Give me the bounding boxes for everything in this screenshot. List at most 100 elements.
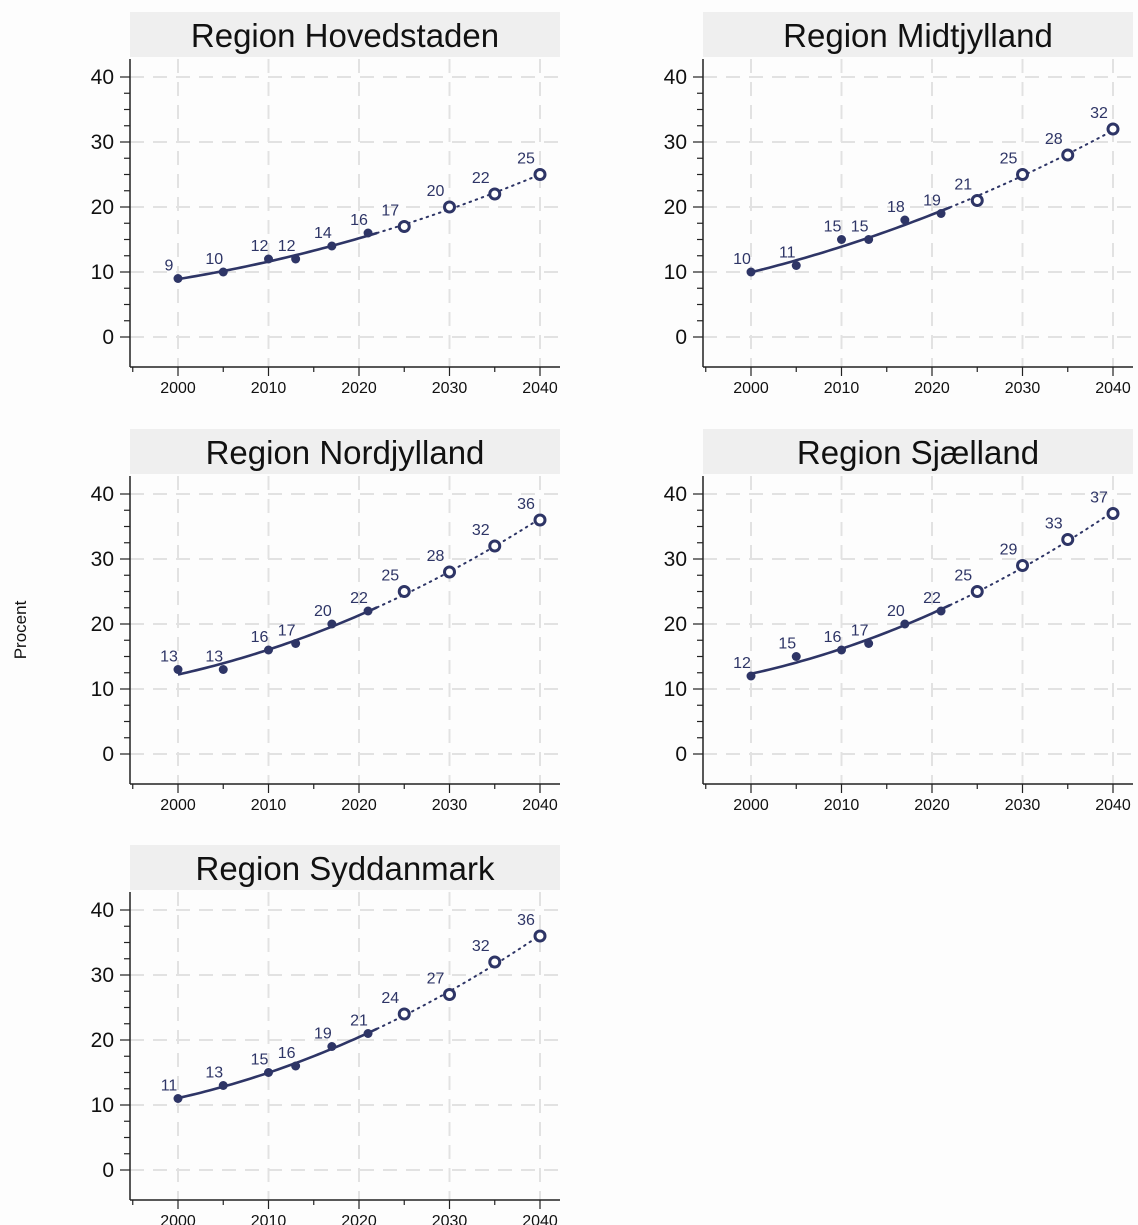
projected-point: [397, 1007, 411, 1021]
data-label: 16: [824, 629, 842, 646]
projected-point: [443, 200, 456, 214]
observed-point: [291, 639, 301, 648]
observed-point: [900, 215, 910, 225]
observed-point: [173, 274, 183, 283]
data-label: 28: [427, 548, 445, 565]
observed-point: [173, 665, 183, 674]
projected-trend-line: [949, 129, 1114, 209]
data-label: 11: [161, 1078, 178, 1095]
projected-point: [443, 565, 456, 579]
projected-point: [443, 988, 456, 1001]
observed-point: [327, 241, 337, 251]
observed-trend-line: [177, 231, 378, 281]
observed-point: [936, 606, 946, 616]
data-label: 32: [472, 522, 490, 539]
projected-trend-line: [376, 517, 541, 609]
data-label: 10: [733, 251, 751, 268]
panel-title-strip: [703, 429, 1133, 474]
projected-point: [970, 585, 984, 598]
observed-point: [837, 645, 846, 655]
x-tick-label: 2010: [824, 380, 860, 397]
y-tick-label: 30: [91, 131, 114, 154]
x-tick-label: 2040: [522, 1213, 558, 1225]
observed-point: [363, 228, 373, 238]
data-label: 36: [517, 912, 535, 929]
panel-title-strip: [130, 845, 560, 890]
projected-point: [1106, 122, 1120, 136]
x-tick-label: 2020: [341, 380, 377, 397]
y-tick-label: 40: [91, 483, 114, 506]
x-tick-label: 2030: [1005, 797, 1041, 814]
projected-trend-line: [376, 934, 541, 1030]
projected-point: [1016, 168, 1029, 181]
data-label: 19: [314, 1026, 332, 1043]
data-label: 22: [350, 590, 368, 607]
panel-title: Region Syddanmark: [196, 850, 495, 887]
panel-title: Region Sjælland: [797, 434, 1039, 471]
data-label: 27: [427, 971, 445, 988]
observed-trend-line: [750, 603, 951, 676]
observed-point: [363, 1029, 373, 1038]
observed-point: [746, 671, 756, 681]
y-tick-label: 40: [664, 483, 687, 506]
y-tick-label: 0: [675, 326, 687, 349]
x-tick-label: 2010: [251, 1213, 287, 1225]
projected-point: [488, 187, 502, 201]
projected-point: [488, 955, 502, 969]
x-tick-label: 2010: [824, 797, 860, 814]
data-label: 21: [954, 177, 972, 194]
observed-trend-line: [177, 606, 378, 676]
x-tick-label: 2020: [341, 797, 377, 814]
y-tick-label: 20: [664, 196, 687, 219]
x-tick-label: 2030: [432, 797, 468, 814]
y-axis-label: Procent: [11, 600, 30, 659]
observed-point: [900, 619, 910, 629]
data-label: 22: [472, 170, 490, 187]
x-tick-label: 2030: [432, 380, 468, 397]
panel-title: Region Midtjylland: [783, 17, 1053, 54]
observed-point: [291, 1061, 301, 1071]
x-tick-label: 2000: [160, 380, 196, 397]
data-label: 13: [205, 649, 223, 666]
data-label: 20: [427, 183, 445, 200]
observed-point: [291, 254, 301, 264]
y-tick-label: 30: [91, 548, 114, 571]
data-label: 19: [923, 193, 941, 210]
data-label: 29: [1000, 542, 1018, 559]
data-label: 25: [381, 568, 399, 585]
observed-point: [791, 652, 801, 661]
observed-point: [363, 606, 373, 616]
y-tick-label: 10: [91, 1094, 114, 1117]
x-tick-label: 2030: [1005, 380, 1041, 397]
observed-point: [864, 235, 874, 244]
projected-point: [488, 539, 502, 553]
projected-point: [533, 513, 547, 527]
y-tick-label: 30: [91, 964, 114, 987]
y-tick-label: 0: [102, 326, 114, 349]
observed-point: [837, 235, 846, 244]
observed-point: [264, 1068, 273, 1077]
data-label: 21: [350, 1013, 368, 1030]
observed-trend-line: [177, 1027, 378, 1100]
x-tick-label: 2000: [733, 797, 769, 814]
data-label: 36: [517, 496, 535, 513]
data-label: 37: [1090, 490, 1108, 507]
data-label: 22: [923, 590, 941, 607]
projected-point: [1016, 559, 1029, 572]
observed-point: [218, 1081, 228, 1090]
y-tick-label: 30: [664, 548, 687, 571]
y-tick-label: 40: [91, 66, 114, 89]
y-tick-label: 0: [102, 743, 114, 766]
observed-point: [746, 267, 756, 277]
x-tick-label: 2040: [522, 797, 558, 814]
y-tick-label: 20: [91, 196, 114, 219]
observed-point: [173, 1094, 183, 1103]
panel-title: Region Hovedstaden: [191, 17, 499, 54]
y-tick-label: 0: [675, 743, 687, 766]
observed-point: [218, 267, 228, 277]
observed-point: [936, 209, 946, 218]
data-label: 10: [205, 251, 223, 268]
